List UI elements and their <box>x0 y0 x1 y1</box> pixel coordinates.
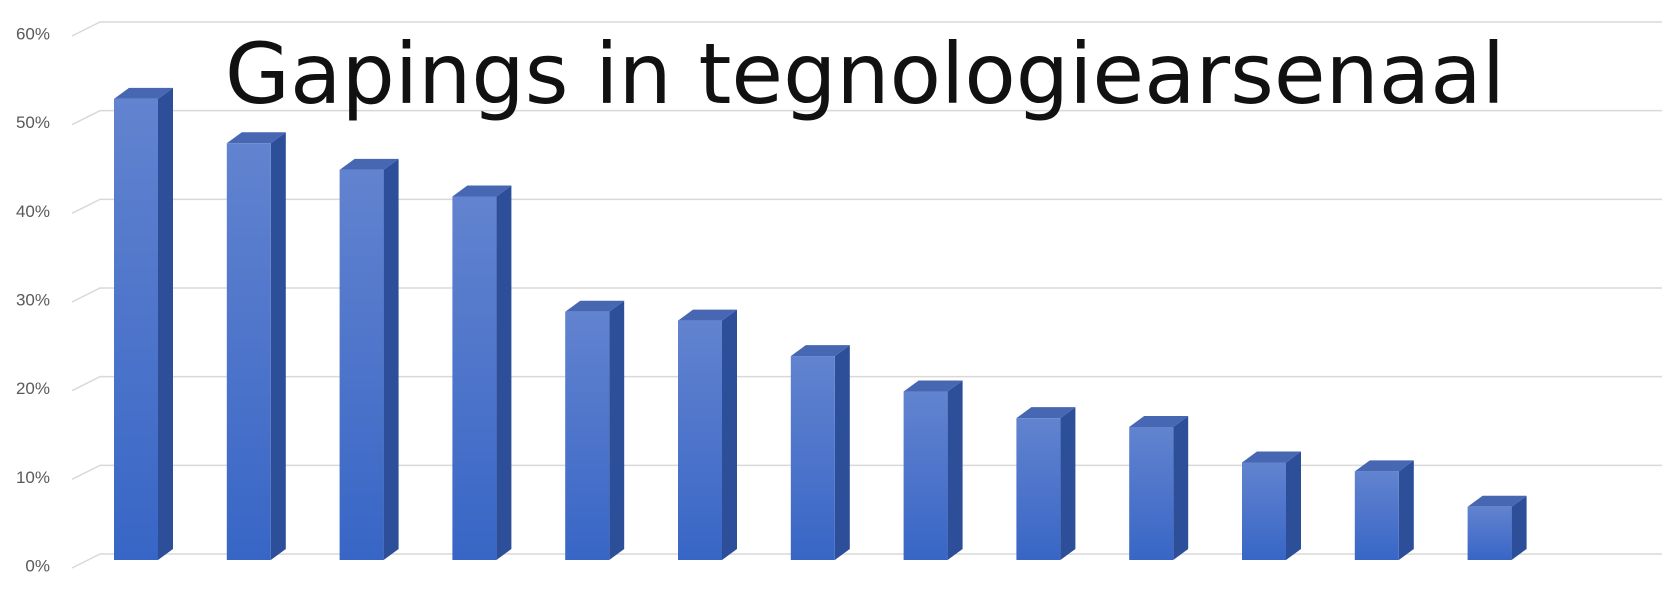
bar-top <box>678 309 737 321</box>
bar-top <box>565 300 625 312</box>
y-tick-label: 30% <box>16 290 50 309</box>
bar-front <box>339 169 384 560</box>
bar-front <box>114 98 158 560</box>
bar-side <box>834 345 850 560</box>
bar-front <box>1242 462 1286 560</box>
bar-side <box>1173 416 1189 560</box>
bar-front <box>565 311 610 560</box>
bar-top <box>114 87 173 99</box>
bar-top <box>226 132 286 144</box>
bar-front <box>790 356 835 560</box>
bar <box>339 158 399 560</box>
y-tick-label: 0% <box>25 556 50 575</box>
bar-side <box>1060 407 1076 560</box>
bar-top <box>339 158 399 170</box>
bar-side <box>1286 451 1301 560</box>
bar-front <box>1129 427 1174 560</box>
bar-front <box>1354 471 1399 560</box>
y-tick-label: 50% <box>16 113 50 132</box>
grid-line <box>71 109 1662 126</box>
bar-front <box>1467 506 1512 560</box>
bar-side <box>158 87 173 560</box>
bar <box>1129 416 1189 560</box>
bar-side <box>1511 495 1527 560</box>
bar-front <box>678 320 722 560</box>
bar-side <box>947 380 963 560</box>
y-tick-label: 60% <box>16 24 50 43</box>
bar <box>565 300 625 560</box>
bar-side <box>722 309 737 560</box>
grid-line <box>71 198 1662 215</box>
chart-title: Gapings in tegnologiearsenaal <box>225 25 1505 123</box>
bar-front <box>452 196 497 560</box>
bar-side <box>609 300 625 560</box>
bar-side <box>1398 460 1414 560</box>
bar-top <box>1016 407 1076 419</box>
bar <box>452 185 512 560</box>
y-tick-label: 20% <box>16 379 50 398</box>
bar-front <box>226 143 271 560</box>
bar-top <box>790 345 850 357</box>
bar-top <box>1467 495 1527 507</box>
y-tick-label: 10% <box>16 468 50 487</box>
bar <box>1242 451 1301 560</box>
bar-top <box>452 185 512 197</box>
bar <box>226 132 286 560</box>
bar-front <box>1016 418 1061 560</box>
grid-line <box>71 553 1662 569</box>
bar <box>678 309 737 560</box>
bar-top <box>1129 416 1189 427</box>
bar <box>903 380 963 560</box>
bar <box>1354 460 1414 560</box>
bar-front <box>903 391 948 560</box>
bar-side <box>496 185 512 560</box>
bar-top <box>1354 460 1414 472</box>
bar-side <box>270 132 286 560</box>
bar-side <box>383 158 399 560</box>
bar <box>790 345 850 560</box>
bar <box>114 87 173 560</box>
bar <box>1467 495 1527 560</box>
bar-top <box>903 380 963 392</box>
grid-line <box>71 287 1662 303</box>
bar <box>1016 407 1076 560</box>
y-tick-label: 40% <box>16 202 50 221</box>
grid-line <box>71 375 1662 392</box>
bar-top <box>1242 451 1301 463</box>
grid-line <box>71 21 1662 37</box>
grid-line <box>71 464 1662 481</box>
